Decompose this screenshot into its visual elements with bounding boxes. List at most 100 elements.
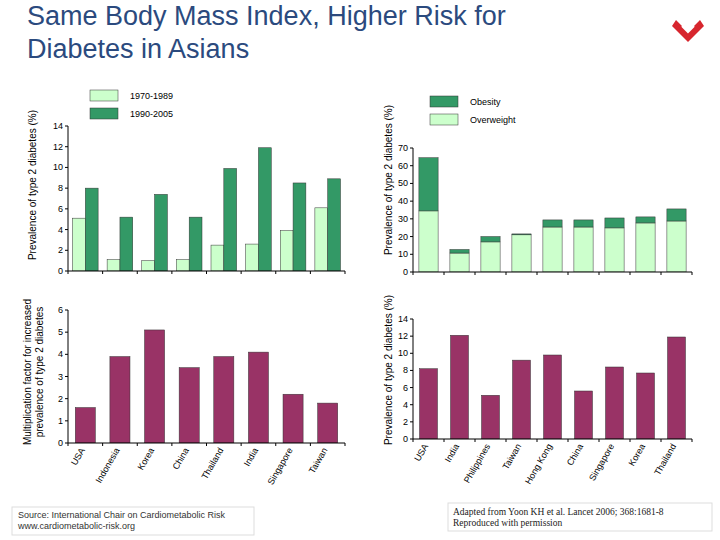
y-tick <box>65 146 68 147</box>
bar <box>142 261 155 271</box>
y-tick <box>410 165 413 166</box>
bar <box>637 373 655 439</box>
bar <box>318 403 338 443</box>
x-tick-label: India <box>242 446 260 468</box>
bar-segment <box>574 227 593 272</box>
y-tick <box>65 310 68 311</box>
x-tick <box>630 439 631 442</box>
y-tick-label: 14 <box>53 121 63 131</box>
marks <box>419 158 686 272</box>
bar <box>85 188 98 271</box>
y-tick <box>410 353 413 354</box>
bar <box>575 391 593 439</box>
x-tick <box>599 272 600 275</box>
bar-segment <box>605 228 624 272</box>
x-tick <box>275 443 276 446</box>
y-tick <box>65 188 68 189</box>
y-tick-label: 0 <box>403 434 408 444</box>
x-tick <box>444 272 445 275</box>
y-tick-label: 70 <box>398 143 408 153</box>
y-tick <box>65 354 68 355</box>
x-tick-label: Thailand <box>200 446 226 481</box>
bar-segment <box>667 221 686 272</box>
marks <box>420 335 686 439</box>
x-tick <box>68 271 69 274</box>
y-tick-label: 6 <box>58 204 63 214</box>
bar-segment <box>512 235 531 272</box>
y-tick-label: 6 <box>58 305 63 315</box>
bar <box>145 330 165 443</box>
y-tick-label: 12 <box>398 331 408 341</box>
x-tick <box>630 272 631 275</box>
y-tick <box>410 218 413 219</box>
x-tick-label: Korea <box>136 446 157 472</box>
bar <box>606 367 624 439</box>
y-tick-label: 0 <box>58 438 63 448</box>
x-tick <box>102 443 103 446</box>
bar <box>451 335 469 439</box>
bar-segment <box>419 211 438 272</box>
x-tick <box>310 443 311 446</box>
y-axis <box>68 126 69 271</box>
chart: 0123456USAIndonesiaKoreaChinaThailandInd… <box>22 299 345 487</box>
citation-text: Adapted from Yoon KH et al. Lancet 2006;… <box>453 507 664 517</box>
bar <box>176 260 189 271</box>
legend-label: 1990-2005 <box>130 109 173 119</box>
source-box <box>12 507 254 535</box>
x-tick-label: Indonesia <box>93 446 121 485</box>
bar-segment <box>481 237 500 242</box>
y-tick-label: 0 <box>403 267 408 277</box>
x-tick-label: Singapore <box>266 446 295 487</box>
legend-swatch <box>430 96 458 107</box>
x-tick <box>241 271 242 274</box>
y-axis-label: Prevalence of type 2 diabetes (%) <box>383 295 394 445</box>
x-tick-label: Thailand <box>652 442 678 477</box>
logo-detail <box>682 26 694 32</box>
x-tick <box>137 443 138 446</box>
logo <box>672 20 704 42</box>
x-tick <box>475 439 476 442</box>
x-tick <box>275 271 276 274</box>
y-tick-label: 4 <box>58 349 63 359</box>
bar-segment <box>636 217 655 223</box>
x-tick-label: Hong Kong <box>523 442 554 486</box>
y-tick-label: 50 <box>398 178 408 188</box>
x-tick <box>568 272 569 275</box>
legend-swatch <box>430 114 458 125</box>
y-tick-label: 10 <box>398 348 408 358</box>
slide-canvas: 02468101214Prevalence of type 2 diabetes… <box>0 0 720 540</box>
chart: 02468101214USAIndiaPhilippinesTaiwanHong… <box>383 295 692 486</box>
x-tick <box>310 271 311 274</box>
y-tick <box>65 332 68 333</box>
y-tick-label: 60 <box>398 161 408 171</box>
y-tick <box>410 319 413 320</box>
x-tick <box>506 272 507 275</box>
slide: Same Body Mass Index, Higher Risk for Di… <box>0 0 720 540</box>
y-tick <box>410 148 413 149</box>
slide-title: Same Body Mass Index, Higher Risk for Di… <box>27 0 587 66</box>
bar <box>482 395 500 439</box>
y-tick-label: 14 <box>398 314 408 324</box>
bar-segment <box>450 250 469 254</box>
x-tick <box>206 443 207 446</box>
y-tick-label: 8 <box>58 183 63 193</box>
x-tick <box>568 439 569 442</box>
bar <box>110 357 130 443</box>
bar <box>107 260 120 271</box>
x-tick <box>206 271 207 274</box>
x-tick-label: China <box>565 442 585 467</box>
x-tick <box>537 439 538 442</box>
y-tick-label: 8 <box>403 365 408 375</box>
x-tick-label: India <box>443 442 461 464</box>
bar <box>75 408 95 443</box>
bar-segment <box>667 209 686 221</box>
x-tick <box>413 439 414 442</box>
y-axis-label: Prevalence of type 2 diabetes (%) <box>27 110 38 260</box>
y-tick <box>65 208 68 209</box>
x-tick-label: China <box>171 446 191 471</box>
bar <box>155 194 168 271</box>
legend-label: Obesity <box>470 97 501 107</box>
y-tick <box>410 254 413 255</box>
bar-segment <box>543 220 562 227</box>
legend-swatch <box>90 90 118 101</box>
